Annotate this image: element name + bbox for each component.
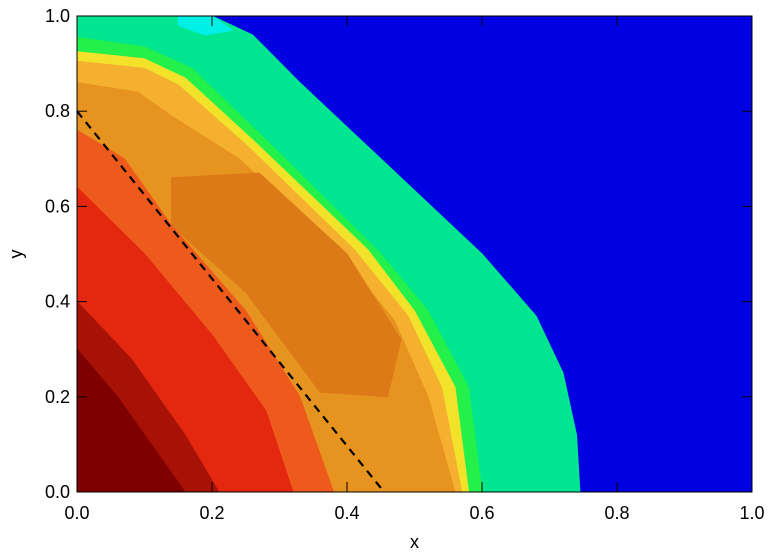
y-tick-label: 0.4 — [45, 292, 70, 312]
y-axis-label: y — [6, 250, 26, 259]
plot-frame — [76, 15, 753, 493]
y-tick-label: 0.6 — [45, 196, 70, 216]
contour-regions — [77, 16, 581, 492]
y-tick-label: 0.0 — [45, 482, 70, 502]
x-tick-label: 0.0 — [64, 503, 89, 523]
x-tick-label: 0.4 — [334, 503, 359, 523]
y-tick-label: 0.8 — [45, 101, 70, 121]
dashed-annotation-line — [76, 110, 385, 493]
contour-region-maroon-core — [77, 348, 186, 492]
x-tick-label: 0.2 — [199, 503, 224, 523]
x-tick-label: 0.6 — [469, 503, 494, 523]
x-axis-label: x — [410, 532, 419, 552]
y-tick-label: 1.0 — [45, 6, 70, 26]
x-tick-label: 1.0 — [739, 503, 764, 523]
contour-region-cyan-edge — [177, 16, 233, 36]
x-tick-label: 0.8 — [604, 503, 629, 523]
y-tick-label: 0.2 — [45, 387, 70, 407]
contour-region-dark-orange-core — [171, 172, 402, 398]
